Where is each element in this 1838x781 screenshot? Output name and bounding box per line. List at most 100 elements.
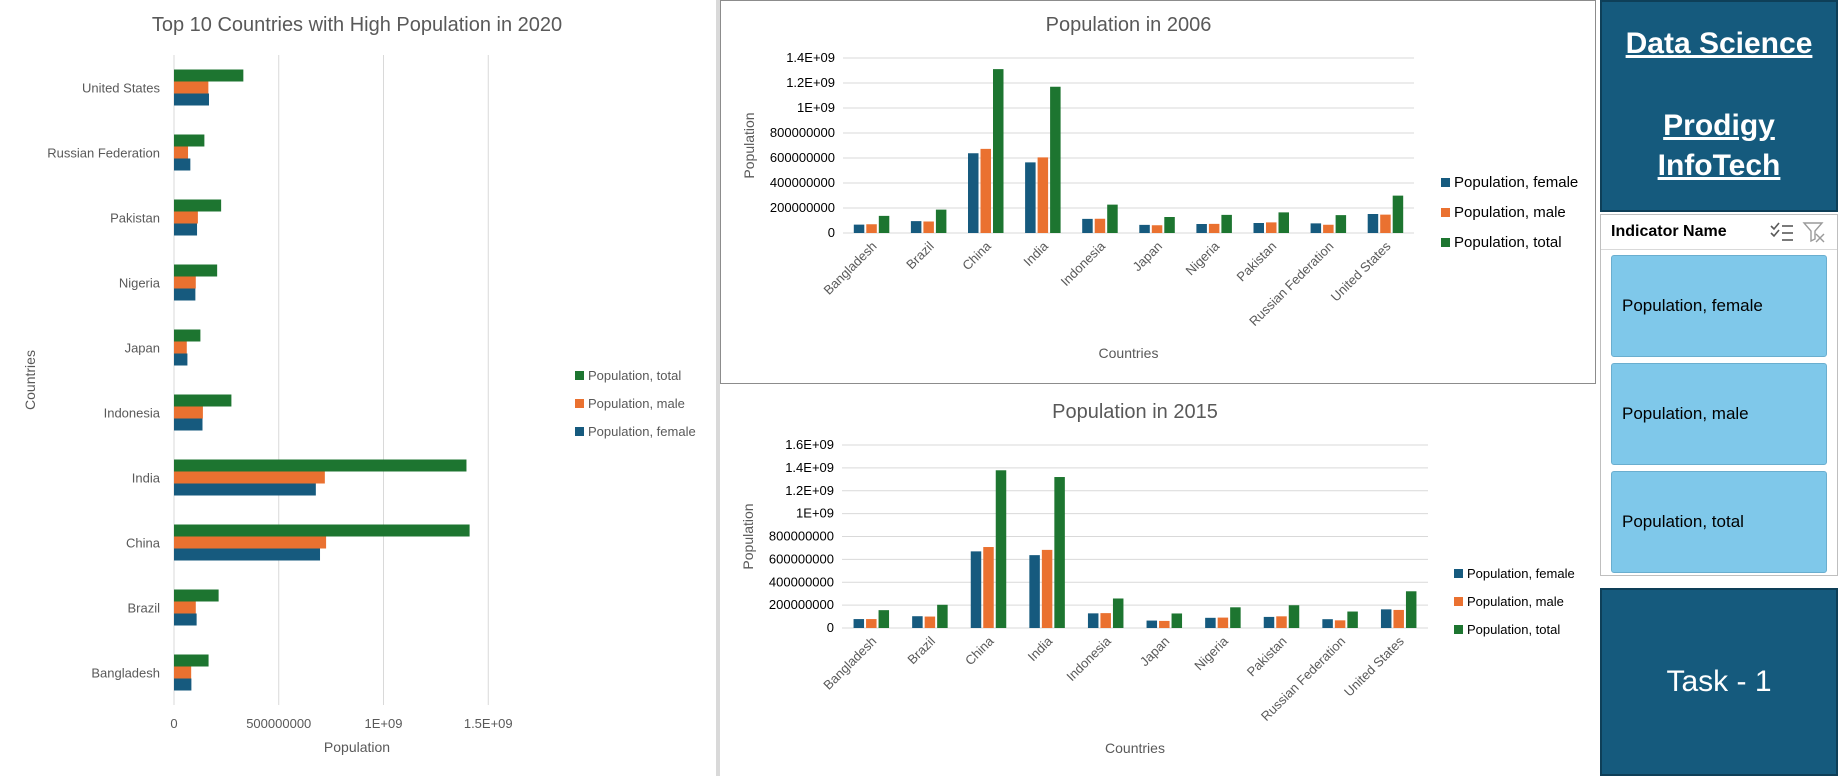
x-tick-label: Bangladesh — [821, 239, 880, 298]
slicer-item-population-female[interactable]: Population, female — [1611, 255, 1827, 357]
bar-population-total-indonesia — [174, 394, 232, 407]
bar-population-male-united-states — [174, 81, 209, 94]
y-tick-label: 1.4E+09 — [786, 50, 835, 65]
bar-population-female-united-states — [1380, 609, 1392, 628]
indicator-slicer: Indicator Name Population, female Popula… — [1600, 214, 1838, 576]
bar-population-total-bangladesh — [878, 215, 890, 233]
chart-title: Population in 2015 — [1052, 401, 1218, 423]
bar-population-female-china — [174, 548, 321, 561]
x-tick-label: United States — [1341, 633, 1407, 699]
bar-population-total-bangladesh — [174, 654, 209, 667]
task-label: Task - 1 — [1666, 665, 1772, 698]
y-tick-label: Pakistan — [110, 211, 160, 226]
bar-population-female-india — [174, 483, 316, 496]
bar-population-female-nigeria — [1205, 617, 1216, 628]
bar-population-total-nigeria — [1230, 607, 1241, 628]
bar-population-female-pakistan — [1253, 223, 1264, 233]
bar-population-total-united-states — [1392, 195, 1404, 233]
bar-population-total-nigeria — [174, 264, 218, 277]
y-tick-label: 400000000 — [770, 175, 835, 190]
chart-population-2015-svg: Population in 2015 0 200000000 400000000 600… — [740, 401, 1575, 756]
legend-swatch — [1441, 208, 1450, 217]
x-tick-label: 1.5E+09 — [464, 716, 513, 731]
y-tick-label: 1.2E+09 — [785, 483, 834, 498]
bar-population-total-united-states — [1405, 591, 1417, 628]
bar-population-female-japan — [174, 353, 188, 366]
y-tick-label: 200000000 — [769, 597, 834, 612]
task-block: Task - 1 — [1600, 588, 1838, 776]
y-tick-label: 1.2E+09 — [786, 75, 835, 90]
bar-population-female-nigeria — [174, 288, 196, 301]
bar-population-male-pakistan — [1276, 616, 1287, 628]
x-tick-label: United States — [1328, 238, 1394, 304]
y-axis-title: Countries — [22, 350, 38, 410]
bar-population-total-pakistan — [174, 199, 222, 212]
x-tick-label: 1E+09 — [365, 716, 403, 731]
bar-population-male-bangladesh — [866, 224, 877, 233]
bar-population-male-bangladesh — [174, 666, 192, 679]
bar-population-female-indonesia — [1082, 218, 1093, 233]
x-tick-label: Japan — [1137, 634, 1173, 670]
y-tick-label: India — [132, 471, 161, 486]
divider — [716, 0, 720, 776]
bar-population-total-united-states — [174, 69, 244, 82]
title-line-2: Prodigy — [1663, 109, 1775, 142]
x-tick-label: Nigeria — [1191, 633, 1231, 673]
bar-population-male-japan — [1159, 620, 1170, 628]
y-tick-label: China — [126, 536, 161, 551]
x-axis-title: Countries — [1105, 740, 1165, 756]
y-tick-label: 600000000 — [769, 551, 834, 566]
chart-top10-2020[interactable]: Top 10 Countries with High Population in… — [0, 0, 716, 776]
chart-population-2006[interactable]: Population in 2006 0 200000000 400000000 600… — [720, 0, 1596, 384]
bar-population-female-united-states — [174, 93, 209, 106]
bar-population-female-china — [968, 153, 979, 233]
y-tick-label: 0 — [827, 620, 834, 635]
clear-filter-icon[interactable] — [1801, 221, 1827, 243]
y-tick-label: 800000000 — [769, 529, 834, 544]
bar-population-female-pakistan — [174, 223, 198, 236]
bar-population-total-china — [993, 69, 1004, 233]
bar-population-total-china — [995, 470, 1007, 628]
bar-population-male-china — [174, 536, 327, 549]
bar-population-total-india — [174, 459, 467, 472]
chart-population-2006-svg: Population in 2006 0 200000000 400000000 600… — [741, 14, 1578, 361]
bar-population-total-japan — [1171, 613, 1183, 628]
bar-population-male-indonesia — [1100, 613, 1111, 628]
bar-population-total-russian-federation — [1347, 611, 1358, 628]
bar-population-male-russian-federation — [1334, 620, 1346, 628]
y-tick-label: Nigeria — [119, 276, 161, 291]
bar-population-male-pakistan — [174, 211, 198, 224]
bar-population-total-bangladesh — [878, 610, 890, 628]
bar-population-total-pakistan — [1278, 212, 1289, 233]
bar-population-female-indonesia — [1087, 613, 1099, 628]
multi-select-icon[interactable] — [1769, 221, 1795, 243]
bar-population-female-russian-federation — [174, 158, 191, 171]
bar-population-male-india — [1037, 157, 1049, 233]
slicer-item-label: Population, female — [1622, 296, 1763, 315]
bar-population-female-bangladesh — [174, 678, 192, 691]
bar-population-male-nigeria — [1217, 617, 1229, 628]
bar-population-male-india — [1041, 549, 1053, 628]
legend-label: Population, female — [1454, 174, 1578, 191]
y-tick-label: 1E+09 — [796, 506, 834, 521]
x-tick-label: China — [962, 633, 997, 668]
slicer-item-population-male[interactable]: Population, male — [1611, 363, 1827, 465]
x-tick-label: Indonesia — [1063, 633, 1114, 684]
bar-population-male-nigeria — [1208, 223, 1220, 233]
bar-population-total-china — [174, 524, 470, 537]
slicer-item-population-total[interactable]: Population, total — [1611, 471, 1827, 573]
chart-title: Population in 2006 — [1046, 14, 1212, 36]
y-tick-label: Brazil — [127, 601, 160, 616]
bar-population-total-pakistan — [1288, 605, 1300, 628]
y-tick-label: 800000000 — [770, 125, 835, 140]
legend-swatch — [575, 371, 584, 380]
chart-population-2015[interactable]: Population in 2015 0 200000000 400000000 600… — [720, 388, 1596, 776]
dashboard-title-block: Data Science Prodigy InfoTech — [1600, 0, 1838, 212]
x-tick-label: Brazil — [903, 238, 937, 272]
x-tick-label: Japan — [1130, 239, 1166, 275]
y-tick-label: Indonesia — [104, 406, 161, 421]
y-tick-label: 1E+09 — [797, 100, 835, 115]
bar-population-female-indonesia — [174, 418, 203, 431]
bar-population-female-japan — [1146, 620, 1158, 628]
bar-population-total-brazil — [174, 589, 219, 602]
